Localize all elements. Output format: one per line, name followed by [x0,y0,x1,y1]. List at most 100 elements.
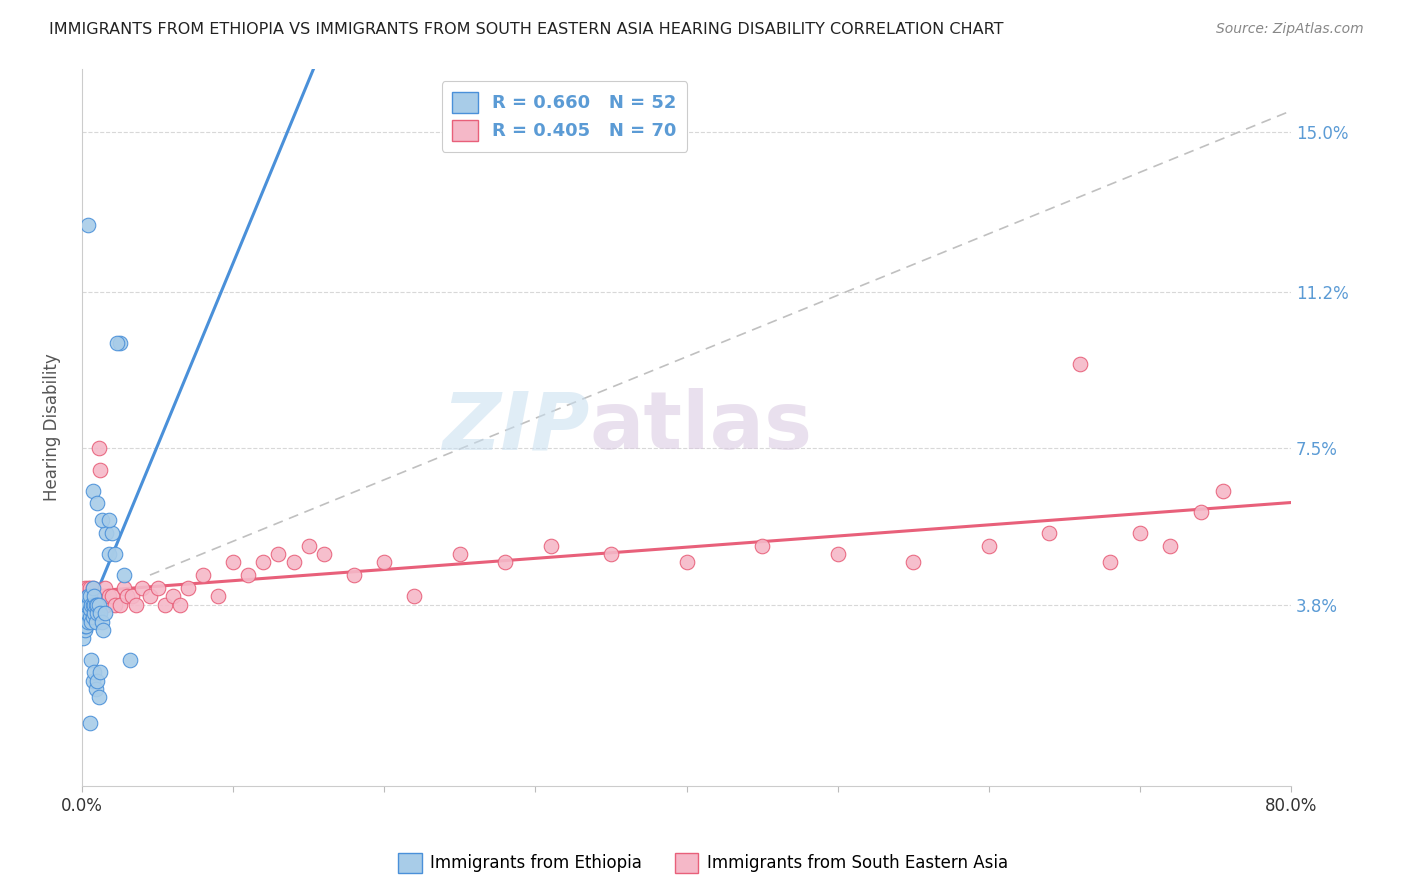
Point [83,598,105,612]
Point [79,602,101,616]
Point [83,589,105,603]
Point [222,556,245,570]
Point [87,442,110,456]
Point [373,556,395,570]
Point [86,598,108,612]
Point [283,556,305,570]
Point [312,547,335,561]
Point [207,589,229,603]
Point [80,598,103,612]
Point [80,606,103,620]
Point [91,623,114,637]
Point [76,618,98,632]
Point [82,581,104,595]
Point [1069,357,1091,371]
Point [86,606,108,620]
Point [80,652,103,666]
Point [77,615,100,629]
Point [120,652,142,666]
Point [86,673,108,688]
Point [540,539,562,553]
Point [494,556,516,570]
Legend: Immigrants from Ethiopia, Immigrants from South Eastern Asia: Immigrants from Ethiopia, Immigrants fro… [391,847,1015,880]
Point [1159,539,1181,553]
Text: ZIP: ZIP [443,388,591,467]
Point [146,581,169,595]
Point [72,598,94,612]
Point [108,335,131,350]
Point [903,556,925,570]
Point [73,589,96,603]
Point [1129,525,1152,540]
Point [72,632,94,646]
Point [79,589,101,603]
Point [675,556,697,570]
Point [827,547,849,561]
Point [73,581,96,595]
Point [82,673,104,688]
Point [112,568,135,582]
Point [79,715,101,730]
Point [77,218,100,232]
Point [191,568,214,582]
Point [177,581,200,595]
Point [751,539,773,553]
Point [73,623,96,637]
Text: IMMIGRANTS FROM ETHIOPIA VS IMMIGRANTS FROM SOUTH EASTERN ASIA HEARING DISABILIT: IMMIGRANTS FROM ETHIOPIA VS IMMIGRANTS F… [49,22,1004,37]
Point [80,615,103,629]
Point [94,598,117,612]
Point [104,598,127,612]
Point [77,589,100,603]
Point [77,598,100,612]
Point [131,581,153,595]
Point [79,581,101,595]
Point [72,610,94,624]
Point [76,598,98,612]
Point [77,598,100,612]
Point [84,615,107,629]
Point [1189,505,1212,519]
Point [153,598,176,612]
Point [93,606,115,620]
Point [86,496,108,510]
Point [139,589,162,603]
Point [73,618,96,632]
Point [73,598,96,612]
Point [80,589,103,603]
Y-axis label: Hearing Disability: Hearing Disability [44,353,60,501]
Text: atlas: atlas [591,388,813,467]
Point [298,539,321,553]
Point [108,598,131,612]
Point [82,598,104,612]
Point [89,665,111,680]
Point [252,556,274,570]
Point [343,568,366,582]
Point [104,547,127,561]
Point [105,335,128,350]
Point [82,598,104,612]
Point [117,589,139,603]
Point [76,598,98,612]
Point [87,598,110,612]
Point [1098,556,1121,570]
Point [238,568,260,582]
Point [125,598,148,612]
Point [76,606,98,620]
Point [84,681,107,696]
Point [77,589,100,603]
Point [1038,525,1060,540]
Point [267,547,290,561]
Point [83,598,105,612]
Point [83,589,105,603]
Point [404,589,426,603]
Point [76,606,98,620]
Point [600,547,623,561]
Point [72,589,94,603]
Point [101,525,124,540]
Point [169,598,191,612]
Point [83,665,105,680]
Point [89,606,111,620]
Point [98,589,121,603]
Point [1212,483,1234,498]
Point [112,581,135,595]
